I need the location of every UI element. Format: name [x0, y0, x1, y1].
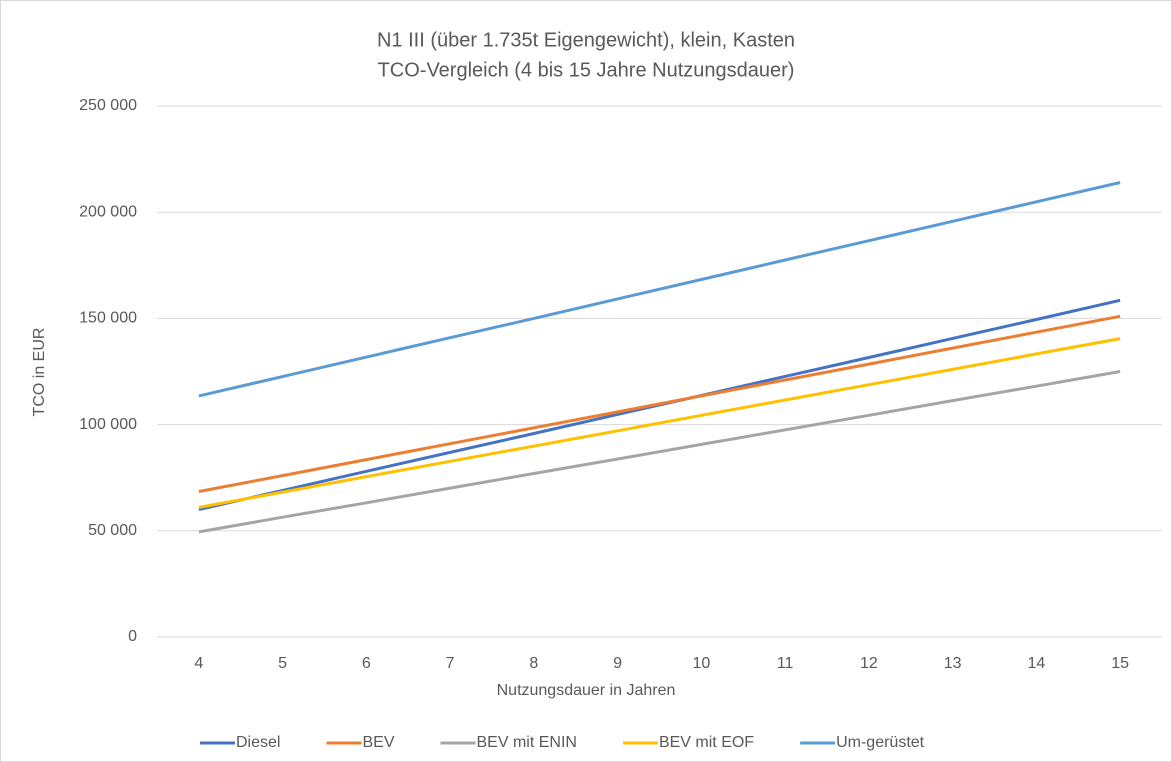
chart-title: N1 III (über 1.735t Eigengewicht), klein… [377, 29, 795, 51]
y-tick-label: 200 000 [79, 203, 137, 220]
x-tick-label: 9 [613, 655, 622, 672]
x-tick-label: 4 [194, 655, 203, 672]
y-tick-label: 250 000 [79, 97, 137, 114]
x-tick-label: 13 [944, 655, 962, 672]
x-tick-label: 14 [1027, 655, 1045, 672]
x-tick-label: 5 [278, 655, 287, 672]
x-tick-label: 15 [1111, 655, 1129, 672]
series-line [198, 181, 1121, 398]
chart-subtitle: TCO-Vergleich (4 bis 15 Jahre Nutzungsda… [378, 59, 795, 81]
y-tick-label: 100 000 [79, 416, 137, 433]
legend-label: Diesel [236, 734, 280, 751]
x-tick-label: 6 [362, 655, 371, 672]
x-tick-label: 11 [777, 655, 794, 672]
y-tick-label: 0 [128, 628, 137, 645]
x-axis-title: Nutzungsdauer in Jahren [497, 682, 676, 699]
legend-label: Um-gerüstet [836, 734, 925, 751]
x-tick-label: 12 [860, 655, 878, 672]
x-tick-label: 7 [446, 655, 455, 672]
legend-label: BEV mit EOF [659, 734, 754, 751]
series-line [198, 314, 1121, 493]
x-tick-label: 8 [529, 655, 538, 672]
y-tick-label: 150 000 [79, 310, 137, 327]
legend-label: BEV [362, 734, 394, 751]
legend-label: BEV mit ENIN [476, 734, 576, 751]
x-tick-label: 10 [692, 655, 710, 672]
series-line [198, 370, 1121, 534]
series-line [198, 337, 1121, 509]
y-tick-label: 50 000 [88, 522, 137, 539]
y-axis-title: TCO in EUR [31, 328, 48, 417]
